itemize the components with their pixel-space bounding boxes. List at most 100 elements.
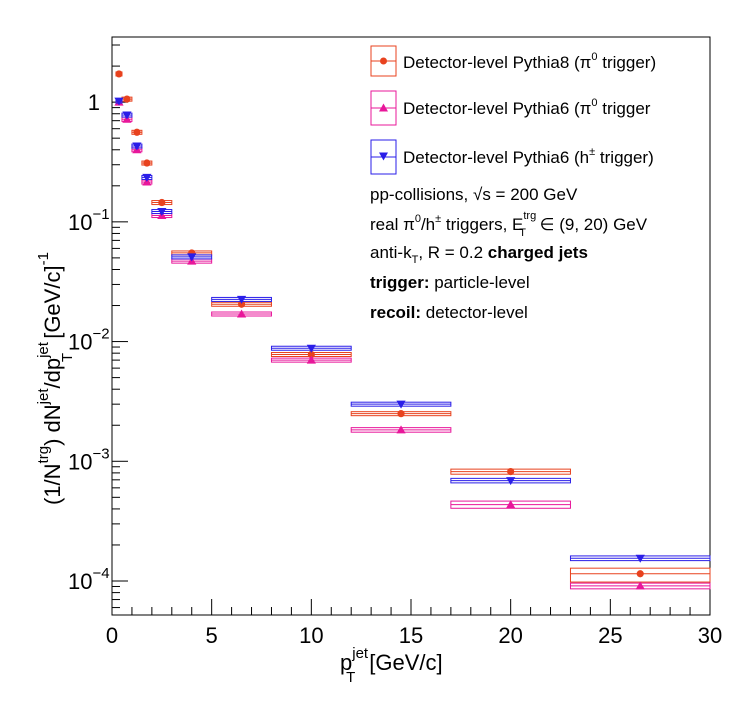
x-axis-label-main: p xyxy=(340,650,352,675)
y-axis-label-b-sup: jet xyxy=(35,388,52,406)
legend-entry-pythia6-pi0: Detector-level Pythia6 (π0 trigger xyxy=(370,90,651,126)
series-2 xyxy=(114,97,711,563)
legend-label-pythia6-pi0: Detector-level Pythia6 (π xyxy=(403,99,591,118)
y-tick-label-exponent: −2 xyxy=(92,326,109,343)
x-tick-label: 10 xyxy=(299,623,323,648)
legend-label-pythia6-hpm-sup: ± xyxy=(589,146,595,158)
annotation-triggers-a: real π xyxy=(370,215,415,234)
legend-label-pythia8-pi0-sup: 0 xyxy=(591,51,597,63)
y-axis-label-d: [GeV/c] xyxy=(40,265,65,344)
y-axis-label-a-sup: trg xyxy=(35,446,52,464)
annotation-triggers-sup2: ± xyxy=(435,213,441,225)
y-tick-label-exponent: −4 xyxy=(92,565,109,582)
data-point xyxy=(237,300,246,308)
legend-entry-pythia8-pi0: Detector-level Pythia8 (π0 trigger) xyxy=(370,45,657,77)
legend-marker-pythia6-pi0 xyxy=(379,103,388,112)
data-point xyxy=(636,570,644,578)
annotation-triggers-sup1: 0 xyxy=(415,213,421,225)
annotation-collisions: pp-collisions, √s = 200 GeV xyxy=(370,185,578,204)
x-axis-label: pjet T [GeV/c] xyxy=(340,645,443,686)
x-tick-label: 0 xyxy=(106,623,118,648)
annotation-triggers-d: ∈ (9, 20) GeV xyxy=(535,215,648,234)
data-point xyxy=(396,400,406,409)
data-point xyxy=(236,309,247,318)
y-tick-label: 10−4 xyxy=(68,565,110,594)
y-tick-label: 1 xyxy=(88,90,100,115)
x-axis-label-unit: [GeV/c] xyxy=(369,650,442,675)
x-axis-label-sup: jet xyxy=(351,645,369,662)
data-point xyxy=(397,410,405,418)
x-tick-label: 15 xyxy=(399,623,423,648)
legend-label-pythia6-hpm-end: trigger) xyxy=(595,148,654,167)
annotation-triggers-b: /h xyxy=(421,215,435,234)
y-tick-label-base: 10 xyxy=(68,330,92,355)
data-point xyxy=(142,173,152,182)
annotation-recoil-level: recoil: detector-level xyxy=(370,303,528,322)
annotation-triggers: real π0/h± triggers, Etrg T ∈ (9, 20) GeV xyxy=(370,210,648,239)
data-point xyxy=(133,128,141,136)
y-tick-label-base: 10 xyxy=(68,569,92,594)
y-tick-label-base: 1 xyxy=(88,90,100,115)
data-point xyxy=(635,581,645,590)
y-tick-label: 10−1 xyxy=(68,206,110,235)
legend-entry-pythia6-hpm: Detector-level Pythia6 (h± trigger) xyxy=(370,139,654,175)
y-tick-label-base: 10 xyxy=(68,210,92,235)
svg-text:Detector-level Pythia6 (π0 tri: Detector-level Pythia6 (π0 trigger xyxy=(403,97,651,118)
data-point xyxy=(132,142,142,151)
data-point xyxy=(506,500,516,509)
data-point xyxy=(307,350,315,359)
data-point xyxy=(114,97,124,106)
data-point xyxy=(635,554,645,563)
legend: Detector-level Pythia8 (π0 trigger) Dete… xyxy=(370,45,657,175)
y-axis-label-c: /dp xyxy=(40,358,65,389)
legend-marker-pythia6-hpm xyxy=(379,152,388,161)
y-tick-label: 10−2 xyxy=(68,326,110,355)
annotation-jets-sub: T xyxy=(412,254,419,266)
y-axis-label-c-sup: jet xyxy=(35,341,52,359)
data-point xyxy=(143,159,151,167)
x-tick-label: 20 xyxy=(498,623,522,648)
y-axis-label-c-sub: T xyxy=(59,353,76,362)
annotation-collisions-text: pp-collisions, √s = 200 GeV xyxy=(370,185,578,204)
annotation-triggers-sup3: trg xyxy=(523,210,536,222)
data-point xyxy=(396,425,406,434)
data-point xyxy=(506,477,516,486)
x-tick-label: 25 xyxy=(598,623,622,648)
annotation-trigger-level-bold: trigger: xyxy=(370,273,430,292)
y-axis-label-d-sup: -1 xyxy=(35,252,52,265)
data-point xyxy=(122,111,132,120)
series-1 xyxy=(114,97,711,590)
y-axis-label-a: (1/N xyxy=(40,463,65,505)
y-tick-label-exponent: −3 xyxy=(92,445,109,462)
y-axis-label: (1/Ntrg) dNjet/dpjet T [GeV/c]-1 xyxy=(35,252,76,505)
data-point xyxy=(306,355,316,364)
x-axis-label-sub: T xyxy=(346,669,355,686)
annotation-recoil-level-bold: recoil: xyxy=(370,303,421,322)
y-tick-label-exponent: −1 xyxy=(92,206,109,223)
data-marks xyxy=(114,70,711,590)
annotation-recoil-level-rest: detector-level xyxy=(421,303,528,322)
annotation-jets-bold: charged jets xyxy=(488,243,588,262)
x-tick-label: 30 xyxy=(698,623,722,648)
data-point xyxy=(115,70,123,78)
data-point xyxy=(158,198,166,207)
y-tick-label-base: 10 xyxy=(68,449,92,474)
legend-label-pythia8-pi0-end: trigger) xyxy=(598,53,657,72)
annotation-jets: anti-kT, R = 0.2 charged jets xyxy=(370,243,588,266)
legend-marker-pythia8-pi0 xyxy=(380,57,387,65)
data-point xyxy=(187,253,197,262)
legend-label-pythia6-pi0-end: trigger xyxy=(598,99,651,118)
legend-label-pythia8-pi0: Detector-level Pythia8 (π xyxy=(403,53,591,72)
y-axis-label-b: ) dN xyxy=(40,404,65,446)
annotation-trigger-level-rest: particle-level xyxy=(430,273,530,292)
annotation-triggers-c: triggers, E xyxy=(441,215,523,234)
data-point xyxy=(507,468,515,476)
data-point xyxy=(123,95,131,103)
svg-text:Detector-level Pythia6 (h± tri: Detector-level Pythia6 (h± trigger) xyxy=(403,146,654,167)
data-point xyxy=(236,295,247,304)
annotation-jets-b: , R = 0.2 xyxy=(418,243,487,262)
legend-label-pythia6-pi0-sup: 0 xyxy=(591,97,597,109)
data-point xyxy=(157,208,167,217)
